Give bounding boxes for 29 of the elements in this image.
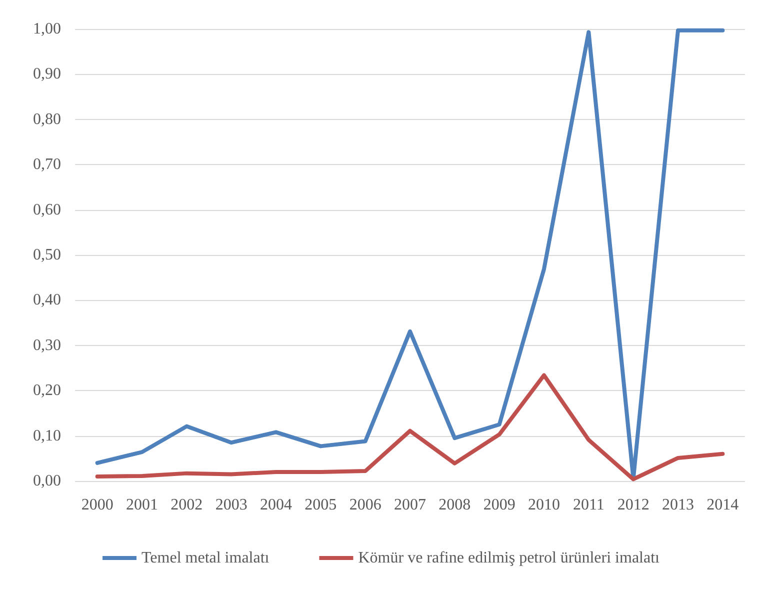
- y-tick-label: 0,00: [33, 472, 61, 490]
- x-tick-label: 2001: [126, 496, 158, 514]
- x-tick-label: 2009: [483, 496, 516, 514]
- legend-label: Kömür ve rafine edilmiş petrol ürünleri imalatı: [358, 550, 660, 566]
- line-series: [95, 373, 725, 482]
- y-tick-label: 0,90: [33, 66, 61, 83]
- x-tick-label: 2003: [215, 496, 248, 514]
- y-tick-label: 0,40: [33, 292, 61, 309]
- y-tick-label: 0,30: [33, 336, 61, 354]
- x-tick-label: 2008: [438, 496, 471, 514]
- x-tick-label: 2014: [706, 496, 739, 514]
- x-tick-label: 2013: [662, 496, 694, 514]
- y-tick-label: 0,60: [33, 201, 61, 218]
- y-tick-label: 0,10: [33, 427, 61, 444]
- x-tick-label: 2002: [170, 496, 203, 514]
- y-tick-label: 0,50: [33, 246, 61, 264]
- x-tick-label: 2006: [349, 496, 382, 514]
- x-tick-label: 2004: [260, 496, 292, 514]
- y-tick-label: 0,80: [33, 110, 61, 128]
- x-tick-label: 2011: [572, 496, 604, 514]
- x-tick-label: 2005: [304, 496, 337, 514]
- y-tick-label: 0,20: [33, 382, 61, 400]
- y-tick-label: 0,70: [33, 156, 61, 174]
- x-tick-label: 2010: [528, 496, 560, 514]
- x-tick-label: 2012: [617, 496, 650, 514]
- y-tick-label: 1,00: [33, 20, 61, 38]
- legend-label: Temel metal imalatı: [142, 550, 270, 566]
- x-tick-label: 2007: [394, 496, 426, 514]
- x-tick-label: 2000: [81, 496, 114, 514]
